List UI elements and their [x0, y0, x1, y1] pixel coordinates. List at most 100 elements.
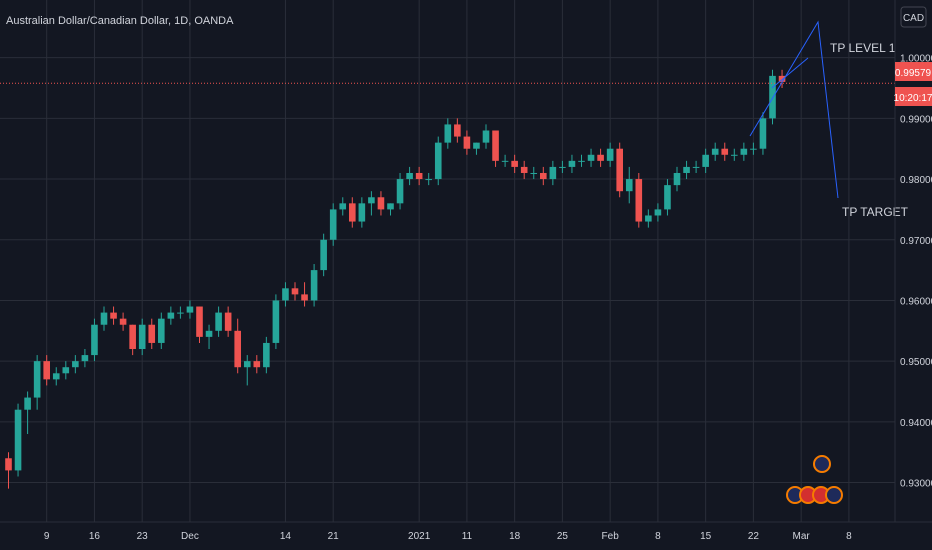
- candle: [52, 367, 60, 386]
- candle-body: [673, 172, 681, 186]
- candle-body: [454, 124, 461, 137]
- candle: [310, 264, 318, 307]
- candle: [778, 69, 786, 89]
- candle-body: [750, 148, 757, 150]
- candle-body: [368, 197, 375, 204]
- candle: [358, 197, 366, 228]
- candle-body: [33, 361, 41, 398]
- currency-button[interactable]: [900, 6, 927, 28]
- candle-body: [272, 300, 280, 343]
- candle: [215, 306, 222, 337]
- candle-body: [138, 324, 146, 350]
- candle-body: [530, 172, 538, 174]
- candle: [119, 312, 127, 331]
- candle-body: [301, 294, 308, 301]
- candle: [759, 112, 767, 155]
- candle-body: [740, 148, 748, 155]
- candle: [329, 203, 337, 246]
- candle-body: [358, 203, 366, 222]
- candle: [578, 154, 585, 167]
- candle: [272, 294, 280, 350]
- candle-body: [387, 203, 394, 210]
- candle: [511, 154, 518, 173]
- candle-body: [769, 75, 776, 119]
- candle-body: [263, 342, 270, 368]
- candle: [673, 166, 681, 192]
- candle-body: [520, 166, 528, 173]
- time-tick-label: Mar: [793, 531, 811, 542]
- candle-body: [501, 160, 509, 162]
- candle-body: [578, 160, 585, 162]
- time-tick-label: 8: [846, 531, 852, 542]
- symbol-title: Australian Dollar/Canadian Dollar, 1D, O…: [6, 15, 234, 27]
- time-tick-label: 18: [509, 531, 521, 542]
- candle-body: [72, 361, 79, 368]
- candle: [473, 142, 480, 155]
- candle: [587, 148, 595, 167]
- events-badges[interactable]: [786, 455, 843, 504]
- time-tick-label: 8: [655, 531, 661, 542]
- candle: [750, 142, 757, 155]
- candle-body: [511, 160, 518, 167]
- candle: [731, 148, 738, 161]
- candle-body: [52, 373, 60, 380]
- candle: [559, 160, 566, 173]
- candle-body: [291, 288, 299, 295]
- grid: [0, 0, 895, 522]
- candle: [282, 282, 289, 307]
- candle: [263, 336, 270, 374]
- candle-body: [62, 367, 70, 374]
- candle: [148, 318, 156, 350]
- candle: [530, 166, 538, 180]
- candle: [253, 355, 261, 374]
- candle: [100, 306, 108, 331]
- candle: [702, 148, 709, 173]
- candle-body: [587, 154, 595, 161]
- candle: [434, 136, 442, 186]
- candle-body: [778, 75, 786, 82]
- candle-body: [473, 142, 480, 149]
- candle: [492, 130, 499, 167]
- candle: [234, 318, 241, 374]
- candle: [110, 306, 117, 325]
- candle: [81, 349, 89, 368]
- candle: [625, 166, 633, 204]
- last-price-tag: [895, 62, 932, 81]
- candle: [387, 203, 394, 216]
- countdown-value: 10:20:17: [894, 93, 932, 104]
- candle: [72, 355, 79, 374]
- candle-body: [158, 318, 165, 343]
- time-axis[interactable]: ov91623Dec14212021111825Feb81522Mar8: [0, 531, 852, 542]
- candle: [454, 118, 461, 143]
- candle-body: [310, 270, 318, 301]
- candle-body: [415, 172, 423, 180]
- candle-body: [702, 154, 709, 167]
- trend-line-drawing[interactable]: [771, 57, 809, 89]
- time-tick-label: 15: [700, 531, 712, 542]
- candle: [205, 324, 213, 350]
- projection-path-drawing[interactable]: [749, 20, 839, 199]
- candle-body: [320, 239, 327, 271]
- candle-body: [253, 361, 261, 368]
- candle: [549, 160, 557, 186]
- candle: [33, 355, 41, 410]
- candle-body: [549, 166, 557, 180]
- candle-body: [177, 312, 184, 314]
- flag-badge-icon[interactable]: [825, 486, 843, 504]
- candle: [224, 306, 232, 337]
- candle: [243, 355, 251, 386]
- candle-body: [205, 330, 213, 337]
- candle: [138, 318, 146, 356]
- candle: [43, 355, 50, 386]
- candle-body: [243, 361, 251, 368]
- flag-badge-icon[interactable]: [813, 455, 831, 473]
- candle: [683, 160, 690, 180]
- candle-body: [81, 355, 89, 362]
- candle: [645, 209, 652, 228]
- candle-body: [692, 166, 700, 168]
